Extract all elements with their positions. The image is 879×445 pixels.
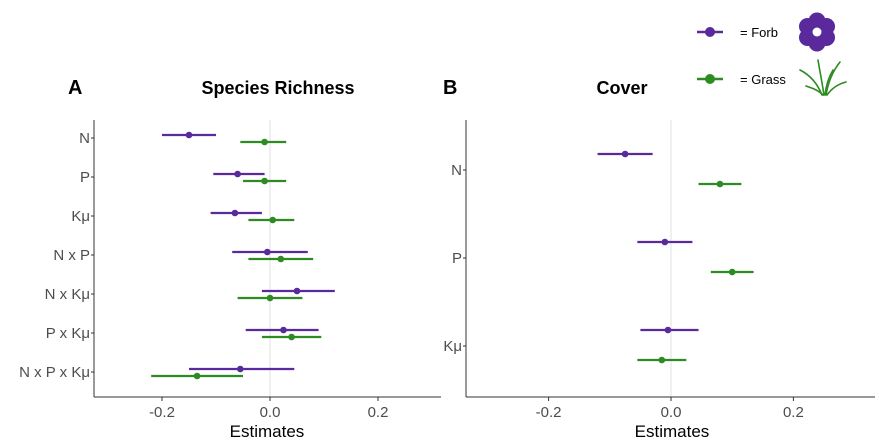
panel-b-plot-area: -0.2 0.0 0.2 N P Kμ: [443, 120, 875, 421]
panel-letter-b: B: [443, 77, 457, 99]
estimate-point-grass: [261, 138, 268, 146]
estimate-point-forb: [664, 326, 672, 334]
estimate-point-forb: [293, 287, 301, 295]
y-category-label: N x Kμ: [45, 286, 90, 303]
y-category-label: N: [451, 162, 462, 179]
grass-blade: [826, 81, 847, 96]
y-category-label: P: [452, 250, 462, 267]
estimate-point-grass: [269, 216, 277, 224]
y-category-label: Kμ: [71, 208, 90, 225]
estimate-point-grass: [288, 333, 295, 341]
panel-letter-a: A: [68, 77, 82, 99]
estimate-point-grass: [266, 294, 274, 302]
flower-center: [812, 27, 822, 37]
x-tick-label: 0.0: [661, 404, 682, 421]
x-tick-label: -0.2: [536, 404, 562, 421]
panel-b-title: Cover: [596, 78, 647, 98]
legend-forb-point: [705, 27, 715, 37]
estimate-point-forb: [264, 248, 271, 256]
y-category-label: Kμ: [443, 338, 462, 355]
x-tick-label: 0.2: [368, 404, 389, 421]
estimate-point-forb: [231, 209, 239, 217]
grass-icon: [799, 59, 847, 96]
estimate-point-forb: [621, 150, 629, 158]
legend-item-grass: = Grass: [697, 59, 847, 96]
panel-a-plot-area: -0.2 0.0 0.2 N P Kμ N x P N x Kμ P x Kμ N x P x K…: [19, 120, 441, 421]
legend-grass-label: = Grass: [740, 72, 786, 87]
estimate-point-forb: [280, 326, 287, 334]
y-category-label: N: [79, 130, 90, 147]
estimate-point-forb: [661, 238, 669, 246]
flower-icon: [798, 12, 836, 52]
legend-grass-point: [705, 74, 715, 84]
panel-species-richness: A Species Richness -0.2 0.0 0.2 N P Kμ N x P N …: [19, 77, 441, 441]
estimate-point-grass: [193, 372, 201, 380]
y-category-label: P: [80, 169, 90, 186]
panel-b-x-axis-title: Estimates: [635, 422, 710, 440]
panel-a-title: Species Richness: [201, 78, 354, 98]
legend-forb-label: = Forb: [740, 25, 778, 40]
estimate-point-forb: [237, 365, 244, 373]
legend: = Forb = Grass: [697, 12, 847, 96]
y-category-label: N x P: [53, 247, 90, 264]
x-tick-label: 0.0: [260, 404, 281, 421]
grass-blade: [825, 61, 841, 96]
estimate-point-grass: [261, 177, 268, 185]
panel-a-x-axis-title: Estimates: [230, 422, 305, 440]
grass-blade: [817, 59, 825, 96]
legend-item-forb: = Forb: [697, 12, 836, 52]
y-category-label: P x Kμ: [46, 325, 90, 342]
estimate-point-grass: [658, 356, 666, 364]
x-tick-label: -0.2: [149, 404, 175, 421]
estimate-point-grass: [277, 255, 285, 263]
estimate-point-forb: [185, 131, 193, 139]
estimate-point-grass: [728, 268, 736, 276]
estimate-point-forb: [234, 170, 241, 178]
estimate-point-grass: [716, 180, 724, 188]
grass-blade: [824, 69, 834, 96]
y-category-label: N x P x Kμ: [19, 364, 90, 381]
grass-blade: [805, 85, 824, 96]
x-tick-label: 0.2: [783, 404, 804, 421]
panel-cover: B Cover -0.2 0.0 0.2 N P Kμ Estimates: [443, 77, 875, 441]
